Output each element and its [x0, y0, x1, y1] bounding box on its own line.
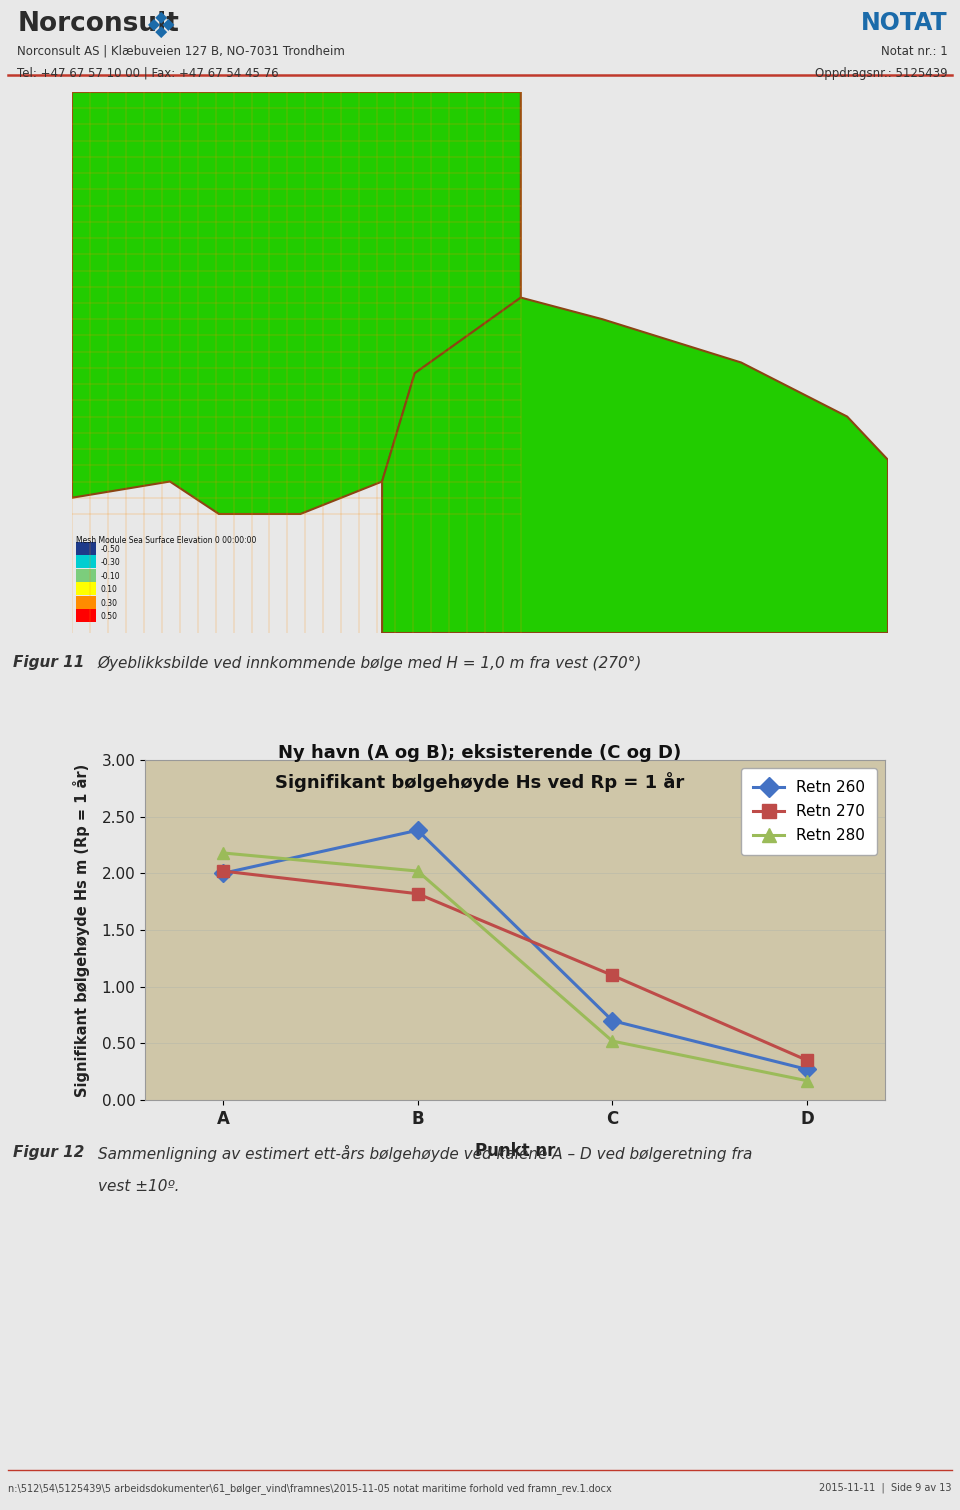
Line: Retn 280: Retn 280 — [217, 847, 813, 1087]
Text: ❖: ❖ — [145, 12, 178, 45]
Text: n:\512\54\5125439\5 arbeidsdokumenter\61_bølger_vind\framnes\2015-11-05 notat ma: n:\512\54\5125439\5 arbeidsdokumenter\61… — [8, 1483, 612, 1493]
Text: 2015-11-11  |  Side 9 av 13: 2015-11-11 | Side 9 av 13 — [820, 1483, 952, 1493]
Bar — [76, 610, 96, 622]
Y-axis label: Signifikant bølgehøyde Hs m (Rp = 1 år): Signifikant bølgehøyde Hs m (Rp = 1 år) — [73, 764, 90, 1096]
Text: -0.50: -0.50 — [101, 545, 120, 554]
Retn 280 — [802, 1072, 813, 1090]
Text: vest ±10º.: vest ±10º. — [98, 1179, 180, 1194]
Text: NOTAT: NOTAT — [861, 12, 948, 35]
Legend: Retn 260, Retn 270, Retn 280: Retn 260, Retn 270, Retn 280 — [741, 767, 877, 856]
Retn 280 — [217, 844, 228, 862]
Bar — [76, 556, 96, 568]
Text: -0.10: -0.10 — [101, 572, 120, 581]
Text: Signifikant bølgehøyde Hs ved Rp = 1 år: Signifikant bølgehøyde Hs ved Rp = 1 år — [276, 772, 684, 793]
Bar — [76, 542, 96, 554]
Text: Oppdragsnr.: 5125439: Oppdragsnr.: 5125439 — [815, 66, 948, 80]
Bar — [76, 569, 96, 581]
Text: Sammenligning av estimert ett-års bølgehøyde ved kaiene A – D ved bølgeretning f: Sammenligning av estimert ett-års bølgeh… — [98, 1145, 752, 1161]
Retn 260 — [412, 821, 423, 840]
Retn 280 — [412, 862, 423, 880]
Text: Mesh Module Sea Surface Elevation 0 00:00:00: Mesh Module Sea Surface Elevation 0 00:0… — [76, 536, 256, 545]
Text: -0.30: -0.30 — [101, 559, 120, 568]
Retn 260 — [802, 1060, 813, 1078]
Retn 260 — [217, 864, 228, 882]
Polygon shape — [72, 92, 520, 513]
Text: 0.30: 0.30 — [101, 599, 117, 607]
X-axis label: Punkt nr: Punkt nr — [475, 1142, 555, 1160]
Line: Retn 270: Retn 270 — [217, 865, 813, 1066]
Retn 270 — [412, 885, 423, 903]
Retn 270 — [607, 966, 618, 985]
Polygon shape — [382, 297, 888, 633]
Retn 280 — [607, 1031, 618, 1049]
Bar — [76, 583, 96, 595]
Line: Retn 260: Retn 260 — [217, 824, 813, 1075]
Bar — [76, 596, 96, 609]
Text: Ny havn (A og B); eksisterende (C og D): Ny havn (A og B); eksisterende (C og D) — [278, 744, 682, 763]
Text: 0.50: 0.50 — [101, 612, 117, 621]
Text: Figur 12: Figur 12 — [12, 1145, 84, 1160]
Text: Norconsult: Norconsult — [17, 12, 180, 38]
Text: Figur 11: Figur 11 — [12, 655, 84, 670]
Retn 270 — [217, 862, 228, 880]
Text: Notat nr.: 1: Notat nr.: 1 — [880, 45, 948, 57]
Text: Tel: +47 67 57 10 00 | Fax: +47 67 54 45 76: Tel: +47 67 57 10 00 | Fax: +47 67 54 45… — [17, 66, 279, 80]
Text: Øyeblikksbilde ved innkommende bølge med H = 1,0 m fra vest (270°): Øyeblikksbilde ved innkommende bølge med… — [98, 655, 642, 670]
Text: Norconsult AS | Klæbuveien 127 B, NO-7031 Trondheim: Norconsult AS | Klæbuveien 127 B, NO-703… — [17, 45, 346, 57]
Text: 0.10: 0.10 — [101, 586, 117, 595]
Retn 260 — [607, 1012, 618, 1030]
Retn 270 — [802, 1051, 813, 1069]
